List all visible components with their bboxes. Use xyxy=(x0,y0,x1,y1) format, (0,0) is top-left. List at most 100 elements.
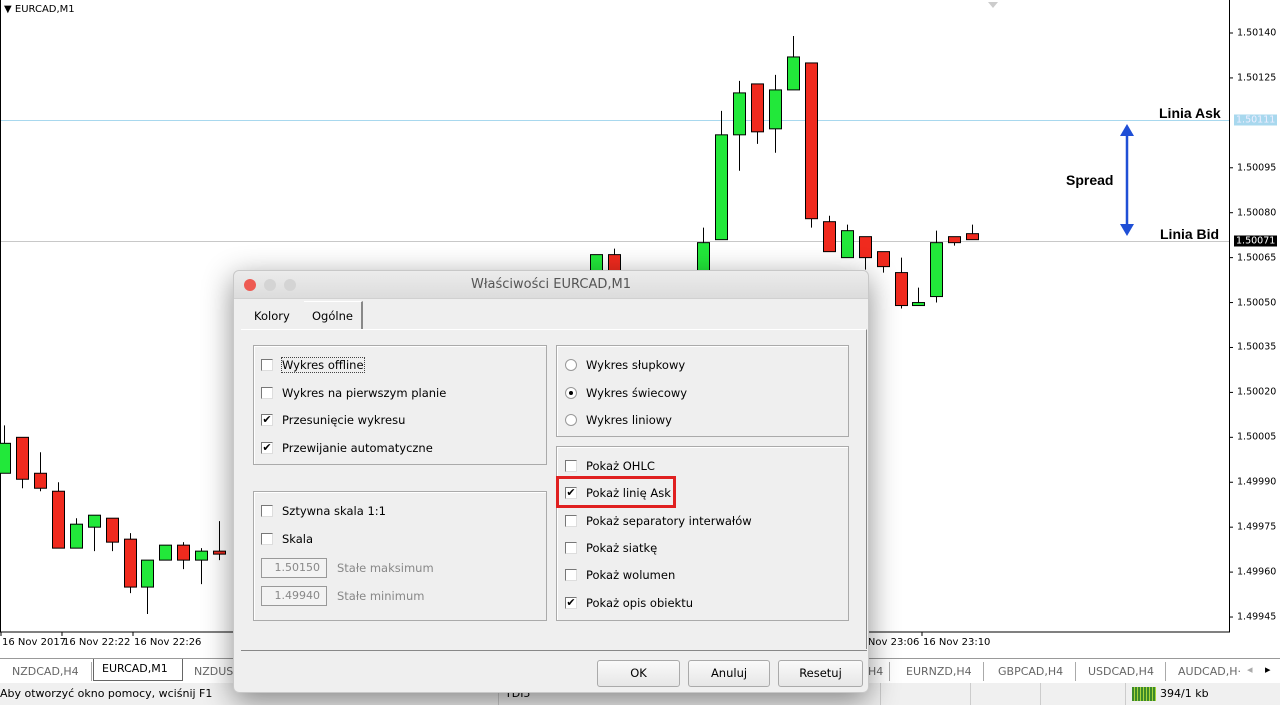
x-tick-label: 16 Nov 23:06 xyxy=(852,637,920,648)
candle xyxy=(124,533,137,594)
fixed-max-input[interactable]: 1.50150 xyxy=(261,558,327,578)
fixed-scale-checkbox[interactable]: Sztywna skala 1:1 xyxy=(261,504,386,518)
candle-body xyxy=(0,442,11,474)
candle xyxy=(930,230,943,303)
connection-bars-icon xyxy=(1132,687,1156,701)
candle-body xyxy=(195,550,208,561)
checkbox-icon xyxy=(565,569,577,581)
y-tick-label: 1.50020 xyxy=(1237,386,1277,398)
candle xyxy=(805,62,818,228)
dropdown-triangle-icon: ▼ xyxy=(4,4,12,15)
checkbox-icon xyxy=(261,505,273,517)
show-ohlc-checkbox[interactable]: Pokaż OHLC xyxy=(565,459,655,473)
tab-h4[interactable]: H4 xyxy=(864,662,890,681)
bar-chart-radio[interactable]: Wykres słupkowy xyxy=(565,358,685,372)
candle-body xyxy=(751,83,764,133)
candle-body xyxy=(948,236,961,244)
maximize-icon[interactable] xyxy=(284,279,296,291)
tab-audcad-h4[interactable]: AUDCAD,H· xyxy=(1178,665,1241,678)
candle xyxy=(88,514,101,552)
minimize-icon[interactable] xyxy=(264,279,276,291)
show-grid-checkbox[interactable]: Pokaż siatkę xyxy=(565,541,657,555)
offline-chart-checkbox[interactable]: Wykres offline xyxy=(261,357,365,373)
candle-body xyxy=(823,221,836,253)
candle-body xyxy=(966,233,979,241)
dialog-title: Właściwości EURCAD,M1 xyxy=(470,277,631,292)
candle-body xyxy=(930,242,943,298)
close-icon[interactable] xyxy=(244,279,256,291)
y-tick-label: 1.50140 xyxy=(1237,27,1277,39)
tab-kolory[interactable]: Kolory xyxy=(254,309,290,323)
candle-body xyxy=(895,272,908,307)
chart-shift-checkbox[interactable]: ✔ Przesunięcie wykresu xyxy=(261,413,406,427)
show-ask-line-checkbox[interactable]: ✔ Pokaż linię Ask xyxy=(565,486,671,500)
ok-button[interactable]: OK xyxy=(597,660,680,687)
reset-button[interactable]: Resetuj xyxy=(778,660,863,687)
candle-body xyxy=(841,230,854,259)
candlestick-chart xyxy=(0,0,1233,636)
y-tick-label: 1.50080 xyxy=(1237,207,1277,219)
candle xyxy=(895,257,908,309)
y-tick-label: 1.49960 xyxy=(1237,566,1277,578)
checkbox-icon xyxy=(565,515,577,527)
tab-eurnzd-h4[interactable]: EURNZD,H4 xyxy=(898,662,984,681)
y-tick-label: 1.49945 xyxy=(1237,611,1277,623)
candle xyxy=(912,287,925,307)
properties-dialog: Właściwości EURCAD,M1 Kolory Ogólne Wykr… xyxy=(233,270,869,693)
candle xyxy=(106,517,119,552)
checkbox-icon xyxy=(565,542,577,554)
tab-gbpcad-h4[interactable]: GBPCAD,H4 xyxy=(990,662,1076,681)
y-tick-label: 1.50035 xyxy=(1237,341,1277,353)
x-tick-label: 16 Nov 2017 xyxy=(2,637,67,648)
fixed-min-input[interactable]: 1.49940 xyxy=(261,586,327,606)
scale-checkbox[interactable]: Skala xyxy=(261,532,313,546)
candle-body xyxy=(106,517,119,543)
foreground-chart-checkbox[interactable]: Wykres na pierwszym planie xyxy=(261,386,446,400)
candle-body xyxy=(159,544,172,561)
status-section xyxy=(880,683,950,705)
tab-nzdusd[interactable]: NZDUS xyxy=(186,662,236,681)
dialog-titlebar[interactable]: Właściwości EURCAD,M1 xyxy=(234,271,868,299)
show-volume-checkbox[interactable]: Pokaż wolumen xyxy=(565,568,675,582)
candle xyxy=(769,74,782,153)
candle-chart-radio[interactable]: Wykres świecowy xyxy=(565,386,687,400)
checkmark-icon: ✔ xyxy=(565,596,577,609)
tab-usdcad-h4[interactable]: USDCAD,H4 xyxy=(1080,662,1166,681)
price-chart[interactable]: ▼ EURCAD,M1 1.50140 1.50125 1.50095 1.50080… xyxy=(0,0,1280,658)
candle-body xyxy=(52,490,65,549)
y-tick-label: 1.50125 xyxy=(1237,72,1277,84)
checkbox-icon xyxy=(261,359,273,371)
tab-ogolne[interactable]: Ogólne xyxy=(304,301,363,329)
scale-group xyxy=(253,491,547,621)
ask-price-label: 1.50111 xyxy=(1234,114,1278,126)
candle xyxy=(141,559,154,615)
candle xyxy=(787,35,800,91)
spread-arrow-icon xyxy=(1120,124,1134,236)
scroll-left-icon[interactable]: ◂ xyxy=(1247,663,1253,676)
candle-body xyxy=(124,538,137,588)
tab-eurcad-m1[interactable]: EURCAD,M1 xyxy=(93,659,183,681)
autoscroll-checkbox[interactable]: ✔ Przewijanie automatyczne xyxy=(261,441,433,455)
y-tick-label: 1.49990 xyxy=(1237,476,1277,488)
candle-body xyxy=(787,56,800,91)
candle xyxy=(966,224,979,241)
candle xyxy=(877,251,890,273)
show-period-separators-checkbox[interactable]: Pokaż separatory interwałów xyxy=(565,514,752,528)
chart-symbol-label[interactable]: ▼ EURCAD,M1 xyxy=(4,4,75,15)
candle-body xyxy=(141,559,154,588)
chart-shift-marker[interactable] xyxy=(988,2,998,8)
cancel-button[interactable]: Anuluj xyxy=(688,660,770,687)
candle xyxy=(823,215,836,253)
fixed-max-label: Stałe maksimum xyxy=(337,561,434,575)
connection-status[interactable]: 394/1 kb xyxy=(1125,683,1265,705)
line-chart-radio[interactable]: Wykres liniowy xyxy=(565,413,672,427)
radio-icon xyxy=(565,414,577,426)
show-object-descriptions-checkbox[interactable]: ✔ Pokaż opis obiektu xyxy=(565,596,693,610)
scroll-right-icon[interactable]: ▸ xyxy=(1265,663,1271,676)
highlight-box xyxy=(556,476,676,508)
candle-body xyxy=(88,514,101,528)
tab-nzdcad-h4[interactable]: NZDCAD,H4 xyxy=(4,662,92,681)
candle-body xyxy=(877,251,890,268)
checkmark-icon: ✔ xyxy=(261,441,273,454)
radio-selected-icon xyxy=(565,387,577,399)
